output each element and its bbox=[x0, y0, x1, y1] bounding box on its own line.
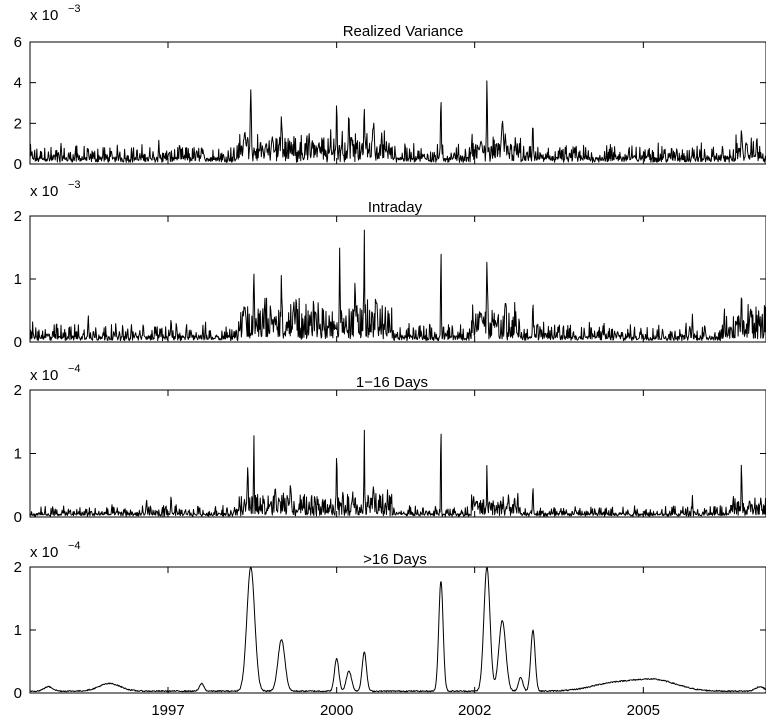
y-tick-label: 6 bbox=[14, 34, 22, 51]
series-line-2 bbox=[29, 229, 766, 342]
y-tick-label: 0 bbox=[14, 509, 22, 526]
exponent-base-2: x 10 bbox=[30, 183, 58, 200]
x-tick-label: 2005 bbox=[627, 702, 660, 719]
axes-box-3 bbox=[29, 389, 766, 518]
axes-box-2 bbox=[29, 215, 766, 343]
x-tick-label: 2002 bbox=[458, 702, 491, 719]
y-tick-label: 2 bbox=[14, 115, 22, 132]
axes-box-1 bbox=[29, 41, 766, 165]
x-tick-label: 1997 bbox=[151, 702, 184, 719]
y-tick-label: 4 bbox=[14, 75, 22, 92]
y-tick-label: 0 bbox=[14, 685, 22, 702]
series-line-1 bbox=[29, 80, 766, 163]
y-tick-label: 1 bbox=[14, 271, 22, 288]
panel-realized-variance: x 10 −3 Realized Variance 0 2 4 6 bbox=[14, 3, 766, 173]
y-tick-label: 0 bbox=[14, 156, 22, 173]
y-tick-label: 1 bbox=[14, 446, 22, 463]
axes-box-4 bbox=[29, 566, 766, 694]
exponent-base-4: x 10 bbox=[30, 544, 58, 561]
y-tick-label: 0 bbox=[14, 334, 22, 351]
panel-title-1: Realized Variance bbox=[343, 23, 464, 40]
panel-title-2: Intraday bbox=[368, 199, 423, 216]
panel-1-16-days: x 10 −4 1−16 Days 0 1 2 bbox=[14, 363, 766, 526]
y-ticks-4: 0 1 2 bbox=[14, 559, 766, 702]
series-line-4 bbox=[29, 566, 766, 693]
exponent-2: −3 bbox=[68, 179, 81, 191]
exponent-base-1: x 10 bbox=[30, 7, 58, 24]
panel-16-plus-days: x 10 −4 >16 Days 0 1 2 1997 2000 2002 2005 bbox=[14, 540, 766, 719]
series-line-3 bbox=[29, 429, 766, 517]
panel-title-3: 1−16 Days bbox=[356, 374, 428, 391]
exponent-base-3: x 10 bbox=[30, 367, 58, 384]
x-ticks-4: 1997 2000 2002 2005 bbox=[151, 702, 660, 719]
exponent-1: −3 bbox=[68, 3, 81, 15]
exponent-4: −4 bbox=[68, 540, 81, 552]
exponent-3: −4 bbox=[68, 363, 81, 375]
panel-intraday: x 10 −3 Intraday 0 1 2 bbox=[14, 179, 766, 351]
y-tick-label: 1 bbox=[14, 622, 22, 639]
y-tick-label: 2 bbox=[14, 208, 22, 225]
y-tick-label: 2 bbox=[14, 559, 22, 576]
y-tick-label: 2 bbox=[14, 382, 22, 399]
x-tick-label: 2000 bbox=[320, 702, 353, 719]
panel-title-4: >16 Days bbox=[363, 551, 427, 568]
